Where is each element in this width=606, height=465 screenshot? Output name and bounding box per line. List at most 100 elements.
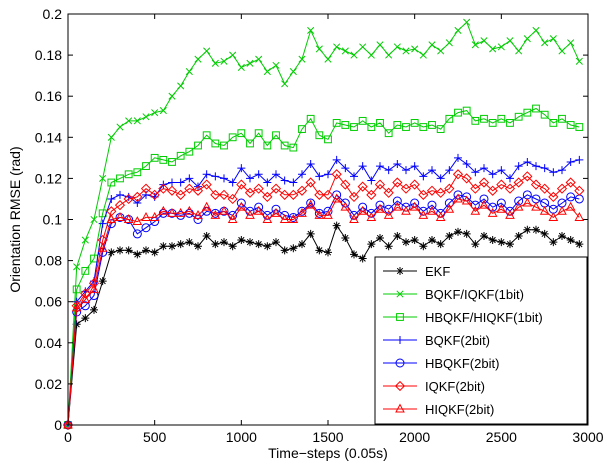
data-point xyxy=(540,110,549,119)
data-point xyxy=(150,153,159,162)
data-point xyxy=(255,55,263,63)
data-point xyxy=(193,209,203,219)
x-tick-label: 500 xyxy=(143,429,167,445)
data-point xyxy=(393,160,402,169)
data-point xyxy=(280,246,289,255)
y-tick-label: 0.2 xyxy=(43,6,63,22)
data-point xyxy=(151,109,159,117)
legend-entry: EKF xyxy=(383,264,450,279)
data-point xyxy=(566,121,575,129)
legend-entry: BQKF/IQKF(1bit) xyxy=(383,287,524,302)
data-point xyxy=(478,177,490,188)
data-point xyxy=(445,166,454,175)
data-point xyxy=(331,193,342,203)
y-tick-label: 0.02 xyxy=(35,376,62,392)
data-point xyxy=(358,116,367,125)
data-point xyxy=(81,236,89,244)
data-point xyxy=(158,183,169,194)
data-point xyxy=(306,229,315,238)
data-point xyxy=(71,302,82,312)
data-point xyxy=(367,123,376,131)
data-point xyxy=(419,242,428,251)
data-point xyxy=(307,26,315,34)
data-point xyxy=(194,141,202,150)
data-point xyxy=(203,47,211,55)
data-point xyxy=(133,250,142,259)
data-point xyxy=(227,214,238,223)
y-tick-label: 0.18 xyxy=(35,47,62,63)
data-point xyxy=(505,209,515,219)
data-point xyxy=(115,211,125,221)
legend-label: EKF xyxy=(425,264,450,279)
data-point xyxy=(428,121,436,129)
data-point xyxy=(280,141,289,150)
data-point xyxy=(384,166,393,175)
x-tick-label: 2500 xyxy=(486,429,517,445)
y-tick-label: 0.08 xyxy=(35,253,62,269)
data-point xyxy=(185,147,194,156)
data-point xyxy=(488,236,497,245)
data-point xyxy=(402,47,410,55)
series-hbqkf-hiqkf-1bit- xyxy=(64,104,584,429)
data-point xyxy=(418,189,429,200)
data-point xyxy=(185,174,194,183)
data-point xyxy=(350,123,358,131)
data-point xyxy=(348,191,360,203)
data-point xyxy=(384,204,394,214)
data-point xyxy=(549,35,557,43)
data-point xyxy=(566,236,575,245)
legend-label: BQKF/IQKF(1bit) xyxy=(425,287,524,302)
data-point xyxy=(357,205,368,215)
data-point xyxy=(541,39,549,47)
data-point xyxy=(81,314,90,323)
data-point xyxy=(359,43,367,51)
data-point xyxy=(384,242,393,251)
y-tick-label: 0.1 xyxy=(43,212,63,228)
data-point xyxy=(106,214,117,223)
data-point xyxy=(376,41,384,49)
data-point xyxy=(340,201,351,211)
series-bqkf-iqkf-1bit- xyxy=(64,18,583,429)
data-point xyxy=(445,114,454,123)
data-point xyxy=(350,250,358,259)
data-point xyxy=(549,119,558,127)
data-point xyxy=(272,131,280,140)
legend-entry: IQKF(2bit) xyxy=(383,379,485,394)
data-point xyxy=(383,187,394,198)
data-point xyxy=(244,187,256,198)
data-point xyxy=(159,242,168,251)
data-point xyxy=(523,35,531,43)
x-tick-label: 0 xyxy=(64,429,72,445)
data-point xyxy=(558,231,566,240)
data-point xyxy=(323,209,333,219)
data-point xyxy=(194,55,202,63)
data-point xyxy=(497,43,505,51)
series-hiqkf-2bit- xyxy=(63,193,585,429)
data-point xyxy=(393,231,402,240)
data-point xyxy=(314,208,324,218)
data-point xyxy=(185,67,193,76)
data-point xyxy=(445,39,453,47)
data-point xyxy=(514,196,524,206)
series-iqkf-2bit- xyxy=(62,169,585,431)
y-tick-label: 0.06 xyxy=(35,294,62,310)
x-tick-label: 1000 xyxy=(226,429,257,445)
legend-marker xyxy=(396,267,404,275)
data-point xyxy=(452,169,464,180)
data-point xyxy=(315,172,324,181)
data-point xyxy=(141,223,151,233)
data-point xyxy=(229,51,237,59)
data-point xyxy=(158,205,169,215)
data-point xyxy=(288,189,299,200)
data-point xyxy=(539,205,550,215)
data-point xyxy=(515,47,523,55)
data-point xyxy=(558,166,566,175)
data-point xyxy=(565,201,576,211)
data-point xyxy=(98,277,107,286)
data-point xyxy=(419,51,427,59)
y-axis-label: Orientation RMSE (rad) xyxy=(7,146,23,292)
data-point xyxy=(549,168,558,177)
data-point xyxy=(149,211,160,221)
data-point xyxy=(532,104,540,113)
data-point xyxy=(63,419,73,429)
